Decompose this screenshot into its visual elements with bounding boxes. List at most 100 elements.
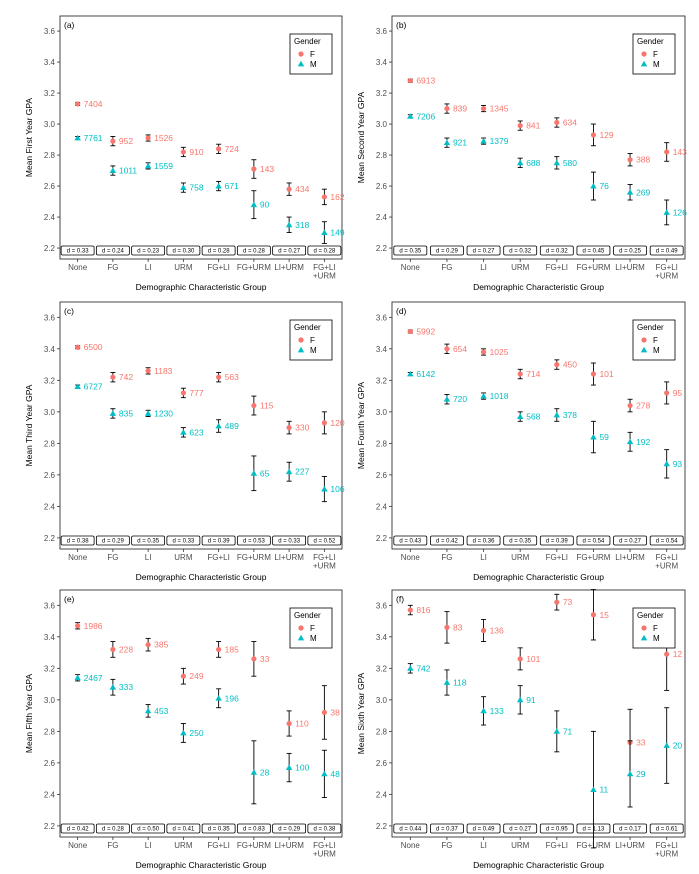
point-f xyxy=(110,646,116,653)
effect-size-label: d = 0.30 xyxy=(172,249,195,255)
y-tick-label: 3.6 xyxy=(44,27,56,36)
y-axis-title: Mean Fifth Year GPA xyxy=(24,674,34,754)
x-tick-label: FG+LI xyxy=(313,553,335,562)
x-tick-label: LI xyxy=(145,553,152,562)
sample-size-label: 839 xyxy=(453,104,467,114)
sample-size-label: 1345 xyxy=(490,104,509,114)
effect-size-box xyxy=(649,535,684,546)
effect-size-box xyxy=(613,535,647,546)
sample-size-label: 101 xyxy=(599,369,613,379)
sample-size-label: 1526 xyxy=(154,133,173,143)
point-f xyxy=(321,420,327,426)
point-m xyxy=(321,770,328,777)
x-tick-label: FG xyxy=(441,841,452,850)
point-m xyxy=(144,410,152,416)
effect-size-label: d = 0.29 xyxy=(102,539,125,545)
effect-size-box xyxy=(307,823,342,834)
x-tick-label: FG+LI xyxy=(546,553,568,562)
sample-size-label: 65 xyxy=(260,468,270,478)
sample-size-label: 1183 xyxy=(154,366,173,376)
sample-size-label: 388 xyxy=(636,155,650,165)
point-f xyxy=(145,135,151,141)
effect-size-label: d = 0.35 xyxy=(509,539,532,545)
effect-size-box xyxy=(272,535,307,546)
x-tick-label: LI+URM xyxy=(274,263,304,272)
point-f xyxy=(216,646,222,653)
effect-size-label: d = 0.95 xyxy=(546,827,569,833)
x-tick-label: URM xyxy=(174,841,193,850)
point-f xyxy=(321,709,327,716)
sample-size-label: 378 xyxy=(563,410,577,420)
point-m xyxy=(663,209,670,215)
legend-key-m xyxy=(640,634,648,641)
effect-size-box xyxy=(503,823,538,834)
x-tick-label: FG+LI xyxy=(655,841,677,850)
sample-size-label: 1025 xyxy=(490,347,509,357)
sample-size-label: 269 xyxy=(636,187,650,197)
panel-tag: (a) xyxy=(64,20,75,30)
effect-size-box xyxy=(613,245,647,256)
y-tick-label: 2.6 xyxy=(376,182,388,191)
x-tick-label: LI xyxy=(480,553,487,562)
panel-tag: (d) xyxy=(396,306,407,316)
x-axis-title: Demographic Characteristic Group xyxy=(136,860,267,870)
y-axis-title: Mean Second Year GPA xyxy=(356,91,366,183)
sample-size-label: 90 xyxy=(260,200,270,210)
x-tick-label: URM xyxy=(174,553,193,562)
sample-size-label: 28 xyxy=(260,767,270,777)
effect-size-box xyxy=(60,823,95,834)
effect-size-label: d = 0.39 xyxy=(208,539,231,545)
chart-panel-a: (a) 2.2 2.4 2.6 2.8 3.0 3.2 3.4 3.6 None FG LI URM FG… xyxy=(24,15,345,292)
effect-size-box xyxy=(201,245,236,256)
effect-size-box xyxy=(201,823,236,834)
sample-size-label: 1986 xyxy=(84,621,103,631)
legend-title: Gender xyxy=(637,611,664,620)
sample-size-label: 126 xyxy=(673,207,687,217)
sample-size-label: 434 xyxy=(295,184,309,194)
point-f xyxy=(444,346,450,352)
point-f xyxy=(480,349,487,355)
effect-size-label: d = 0.45 xyxy=(583,249,606,255)
point-m xyxy=(553,728,561,734)
point-f xyxy=(216,146,222,152)
sample-size-label: 1230 xyxy=(154,408,173,418)
x-tick-label: LI xyxy=(145,841,152,850)
legend-label: M xyxy=(653,634,660,643)
sample-size-label: 1018 xyxy=(490,391,509,401)
y-tick-label: 2.6 xyxy=(44,182,56,191)
sample-size-label: 489 xyxy=(225,421,239,431)
point-f xyxy=(407,607,413,613)
effect-size-label: d = 0.24 xyxy=(102,249,125,255)
sample-size-label: 7761 xyxy=(84,133,103,143)
effect-size-label: d = 0.49 xyxy=(656,249,679,255)
sample-size-label: 742 xyxy=(119,372,133,382)
point-m xyxy=(285,764,293,770)
point-m xyxy=(516,696,524,703)
point-f xyxy=(590,132,597,138)
point-m xyxy=(180,429,187,435)
y-tick-label: 2.8 xyxy=(44,151,56,160)
x-tick-label: FG xyxy=(107,841,118,850)
effect-size-label: d = 0.43 xyxy=(399,539,422,545)
sample-size-label: 634 xyxy=(563,118,577,128)
point-m xyxy=(74,674,81,681)
point-m xyxy=(516,159,524,166)
legend-label: F xyxy=(653,336,658,345)
x-tick-label: URM xyxy=(511,553,530,562)
legend-label: M xyxy=(310,346,317,355)
point-m xyxy=(626,438,634,445)
y-tick-label: 3.4 xyxy=(376,58,388,67)
effect-size-box xyxy=(466,245,501,256)
point-m xyxy=(109,684,117,690)
point-f xyxy=(517,656,523,662)
effect-size-box xyxy=(393,245,428,256)
x-tick-label: +URM xyxy=(313,562,336,571)
effect-size-label: d = 0.28 xyxy=(313,249,336,255)
legend-title: Gender xyxy=(637,323,664,332)
point-m xyxy=(407,665,414,671)
legend-label: M xyxy=(653,60,660,69)
x-tick-label: FG xyxy=(441,553,452,562)
effect-size-label: d = 0.35 xyxy=(208,827,231,833)
sample-size-label: 48 xyxy=(330,769,340,779)
y-tick-label: 2.6 xyxy=(44,471,56,480)
